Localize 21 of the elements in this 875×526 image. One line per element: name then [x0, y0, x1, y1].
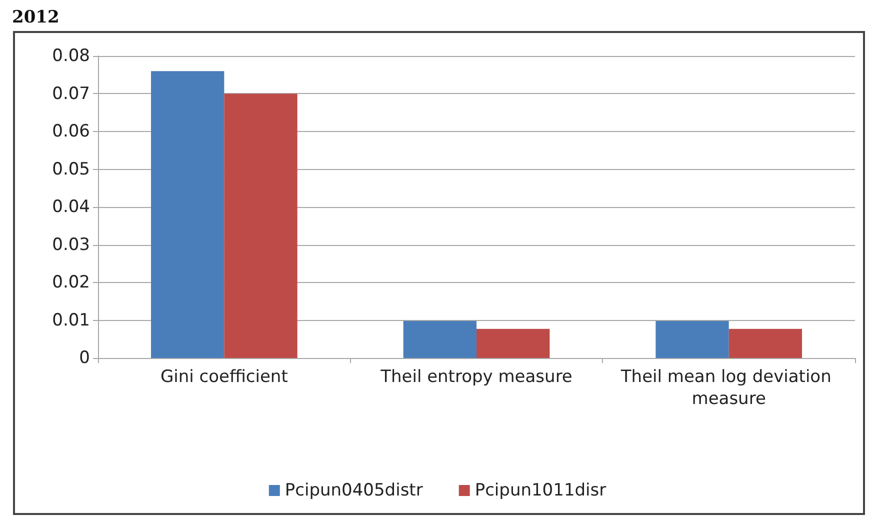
text: 2012 [12, 8, 60, 28]
legend-label: Pcipun0405distr [284, 480, 423, 500]
y-tick-label: 0.07 [52, 84, 90, 104]
bar [403, 321, 476, 358]
x-tick-label: Gini coefficient [160, 367, 288, 387]
x-tick-label: Theil mean log deviation measure [620, 367, 837, 409]
y-tick-label: 0.03 [52, 234, 90, 255]
bar [656, 321, 729, 358]
y-tick-label: 0.02 [52, 272, 90, 292]
y-tick-label: 0.06 [52, 122, 90, 142]
y-tick-label: 0 [79, 348, 90, 368]
y-tick-label: 0.04 [52, 197, 90, 217]
y-tick-label: 0.01 [52, 310, 90, 330]
y-tick-label: 0.08 [52, 46, 90, 66]
legend-label: Pcipun1011disr [474, 480, 606, 500]
bar [476, 328, 550, 358]
bar [150, 71, 224, 358]
bar [224, 94, 298, 358]
bar [728, 328, 802, 358]
x-tick-label: Theil entropy measure [380, 367, 572, 387]
y-tick-label: 0.05 [52, 159, 90, 180]
